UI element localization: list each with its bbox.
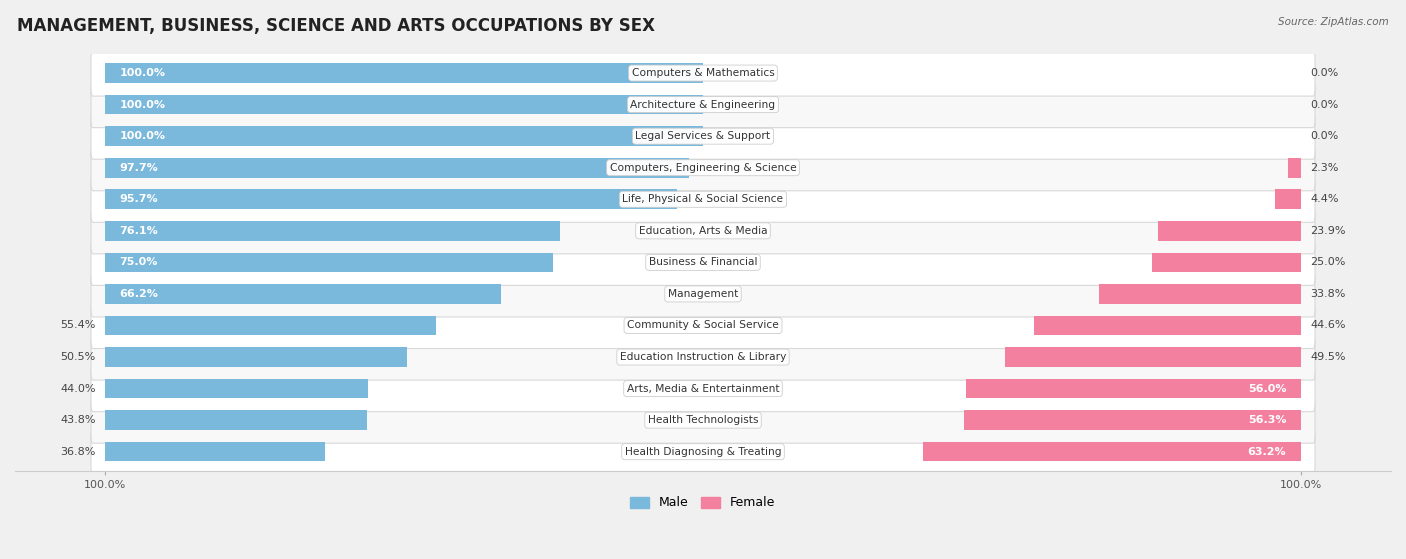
Bar xyxy=(966,379,1302,399)
FancyBboxPatch shape xyxy=(91,429,1315,475)
Bar xyxy=(1005,347,1302,367)
Text: 43.8%: 43.8% xyxy=(60,415,96,425)
Text: Business & Financial: Business & Financial xyxy=(648,257,758,267)
Text: 25.0%: 25.0% xyxy=(1310,257,1346,267)
Text: 33.8%: 33.8% xyxy=(1310,289,1346,299)
Bar xyxy=(104,126,703,146)
Text: 95.7%: 95.7% xyxy=(120,195,159,204)
FancyBboxPatch shape xyxy=(91,302,1315,348)
FancyBboxPatch shape xyxy=(91,145,1315,191)
Text: 66.2%: 66.2% xyxy=(120,289,159,299)
Text: 44.0%: 44.0% xyxy=(60,383,96,394)
Bar xyxy=(104,190,678,209)
Text: 100.0%: 100.0% xyxy=(120,68,166,78)
FancyBboxPatch shape xyxy=(91,113,1315,159)
Text: Health Technologists: Health Technologists xyxy=(648,415,758,425)
Text: 0.0%: 0.0% xyxy=(1310,68,1339,78)
Text: 100.0%: 100.0% xyxy=(120,131,166,141)
Text: 50.5%: 50.5% xyxy=(60,352,96,362)
Text: 4.4%: 4.4% xyxy=(1310,195,1339,204)
Text: Management: Management xyxy=(668,289,738,299)
Text: Source: ZipAtlas.com: Source: ZipAtlas.com xyxy=(1278,17,1389,27)
Bar xyxy=(104,284,501,304)
Bar xyxy=(104,253,554,272)
Bar xyxy=(104,379,368,399)
Text: Life, Physical & Social Science: Life, Physical & Social Science xyxy=(623,195,783,204)
FancyBboxPatch shape xyxy=(91,239,1315,286)
Bar xyxy=(1159,221,1302,240)
Text: Arts, Media & Entertainment: Arts, Media & Entertainment xyxy=(627,383,779,394)
FancyBboxPatch shape xyxy=(91,208,1315,254)
Bar xyxy=(104,410,367,430)
Text: 36.8%: 36.8% xyxy=(60,447,96,457)
Bar xyxy=(104,221,560,240)
FancyBboxPatch shape xyxy=(91,334,1315,380)
Legend: Male, Female: Male, Female xyxy=(626,491,780,514)
Text: 55.4%: 55.4% xyxy=(60,320,96,330)
Bar xyxy=(1275,190,1302,209)
Text: 97.7%: 97.7% xyxy=(120,163,159,173)
Text: 0.0%: 0.0% xyxy=(1310,131,1339,141)
Text: Health Diagnosing & Treating: Health Diagnosing & Treating xyxy=(624,447,782,457)
FancyBboxPatch shape xyxy=(91,50,1315,96)
Text: Architecture & Engineering: Architecture & Engineering xyxy=(630,100,776,110)
Bar xyxy=(104,158,689,178)
Text: 76.1%: 76.1% xyxy=(120,226,159,236)
Text: 23.9%: 23.9% xyxy=(1310,226,1346,236)
Text: 0.0%: 0.0% xyxy=(1310,100,1339,110)
Bar xyxy=(104,347,406,367)
Text: 44.6%: 44.6% xyxy=(1310,320,1346,330)
FancyBboxPatch shape xyxy=(91,82,1315,127)
Text: 63.2%: 63.2% xyxy=(1247,447,1286,457)
Text: 2.3%: 2.3% xyxy=(1310,163,1339,173)
Text: Legal Services & Support: Legal Services & Support xyxy=(636,131,770,141)
Text: 49.5%: 49.5% xyxy=(1310,352,1346,362)
Bar xyxy=(104,63,703,83)
FancyBboxPatch shape xyxy=(91,176,1315,222)
Text: Computers, Engineering & Science: Computers, Engineering & Science xyxy=(610,163,796,173)
Bar xyxy=(104,316,436,335)
Text: Education Instruction & Library: Education Instruction & Library xyxy=(620,352,786,362)
FancyBboxPatch shape xyxy=(91,271,1315,317)
Bar xyxy=(1152,253,1302,272)
Text: MANAGEMENT, BUSINESS, SCIENCE AND ARTS OCCUPATIONS BY SEX: MANAGEMENT, BUSINESS, SCIENCE AND ARTS O… xyxy=(17,17,655,35)
Text: 75.0%: 75.0% xyxy=(120,257,157,267)
Text: 100.0%: 100.0% xyxy=(120,100,166,110)
Text: Computers & Mathematics: Computers & Mathematics xyxy=(631,68,775,78)
Bar xyxy=(1099,284,1302,304)
Bar xyxy=(104,95,703,115)
Text: Community & Social Service: Community & Social Service xyxy=(627,320,779,330)
Bar xyxy=(924,442,1302,462)
FancyBboxPatch shape xyxy=(91,397,1315,443)
Bar xyxy=(1035,316,1302,335)
Text: Education, Arts & Media: Education, Arts & Media xyxy=(638,226,768,236)
Bar xyxy=(104,442,325,462)
Text: 56.0%: 56.0% xyxy=(1247,383,1286,394)
Bar xyxy=(965,410,1302,430)
FancyBboxPatch shape xyxy=(91,366,1315,411)
Bar xyxy=(1288,158,1302,178)
Text: 56.3%: 56.3% xyxy=(1247,415,1286,425)
